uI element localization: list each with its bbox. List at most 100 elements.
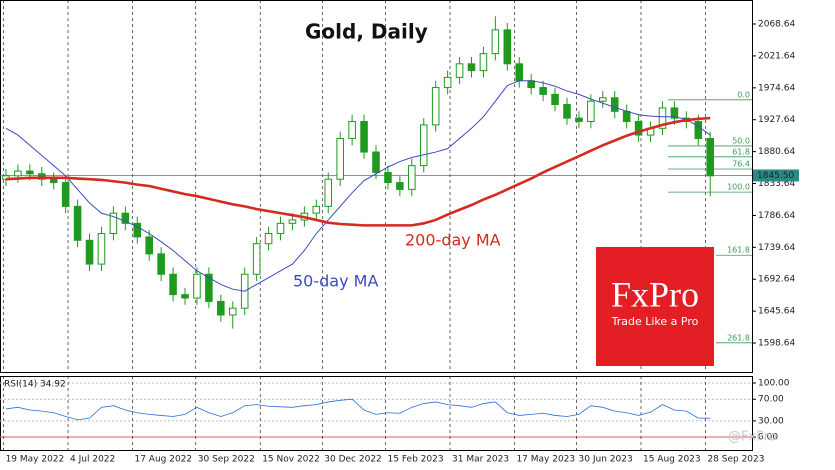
candle-body: [264, 233, 273, 245]
y-tick-label: 1786.64: [758, 211, 795, 221]
candle-body: [26, 170, 34, 175]
candle-body: [551, 93, 559, 106]
fib-label: 261.8: [727, 333, 750, 342]
candle-body: [658, 107, 667, 129]
y-tick-label: 1833.64: [758, 179, 795, 189]
candle-body: [85, 239, 94, 265]
candle-body: [491, 29, 500, 55]
candle-body: [372, 151, 380, 173]
y-tick-label: 2068.64: [758, 20, 795, 30]
candle-body: [694, 121, 703, 139]
candle-body: [37, 173, 46, 180]
ma-label: 200-day MA: [405, 231, 501, 250]
moving-average: [5, 116, 711, 227]
x-tick-label: 15 Nov 2022: [262, 455, 320, 465]
candle-body: [276, 222, 285, 235]
last-price-label: 1845.50: [757, 171, 794, 181]
x-tick-label: 30 Dec 2022: [324, 455, 382, 465]
candle-body: [706, 137, 715, 177]
y-tick-label: 2021.64: [758, 51, 795, 61]
candle-body: [575, 117, 583, 123]
candle-body: [133, 222, 142, 238]
rsi-line: [5, 398, 711, 421]
candle-body: [384, 171, 392, 184]
fib-label: 0.0: [737, 90, 750, 99]
candle-body: [479, 53, 488, 72]
y-tick-label: 1974.64: [758, 83, 795, 93]
candle-body: [360, 121, 368, 153]
x-tick-label: 30 Sep 2022: [198, 455, 255, 465]
x-tick-label: 19 May 2022: [6, 455, 65, 465]
y-tick-label: 1692.64: [758, 275, 795, 285]
candle-body: [622, 110, 631, 123]
fib-label: 161.8: [727, 246, 750, 255]
y-tick-label: 1927.64: [758, 115, 795, 125]
candle-body: [670, 107, 679, 119]
candle-body: [49, 178, 58, 184]
x-tick-label: 4 Jul 2022: [70, 455, 115, 465]
logo-box: [596, 247, 714, 366]
moving-average: [5, 80, 711, 292]
y-tick-label: 1880.64: [758, 147, 795, 157]
x-tick-label: 15 Feb 2023: [388, 455, 444, 465]
chart-title: Gold, Daily: [305, 20, 428, 44]
ma-label: 50-day MA: [293, 272, 378, 291]
candle-body: [527, 80, 535, 89]
candle-body: [97, 233, 106, 265]
fib-label: 50.0: [732, 136, 750, 145]
y-tick-label: 1598.64: [758, 339, 795, 349]
x-tick-label: 31 Mar 2023: [452, 455, 509, 465]
x-tick-label: 28 Sep 2023: [707, 455, 764, 465]
fib-label: 76.4: [732, 160, 750, 169]
candle-body: [634, 121, 643, 136]
fib-label: 100.0: [727, 183, 750, 192]
candle-body: [396, 182, 404, 190]
candle-body: [109, 212, 118, 235]
x-tick-label: 17 Aug 2022: [134, 455, 192, 465]
candle-body: [455, 63, 464, 78]
candle-body: [145, 236, 153, 255]
x-tick-label: 30 Jun 2023: [579, 455, 633, 465]
price-frame: [0, 0, 753, 373]
y-tick-label: 0.00: [758, 433, 778, 443]
y-tick-label: 1739.64: [758, 243, 795, 253]
candle-body: [348, 121, 356, 139]
watermark: @FxPro: [728, 430, 777, 445]
candle-body: [312, 205, 321, 214]
candle-body: [169, 273, 177, 296]
candle-body: [336, 137, 344, 180]
candle-body: [515, 63, 524, 82]
candle-body: [73, 205, 82, 241]
x-tick-label: 15 Aug 2023: [643, 455, 701, 465]
candle-body: [599, 97, 607, 102]
candle-body: [193, 273, 201, 299]
candle-body: [563, 104, 571, 119]
candle-body: [14, 170, 22, 177]
candle-body: [443, 76, 452, 89]
y-tick-label: 100.00: [758, 379, 790, 389]
y-tick-label: 30.00: [758, 416, 784, 426]
candle-body: [408, 165, 416, 190]
candle-body: [431, 87, 440, 126]
x-tick-label: 17 May 2023: [516, 455, 575, 465]
candle-body: [467, 63, 476, 72]
candle-body: [181, 294, 189, 299]
candle-body: [288, 219, 297, 224]
logo-tagline: Trade Like a Pro: [611, 315, 699, 328]
candle-body: [610, 97, 619, 112]
candle-body: [503, 29, 512, 65]
y-tick-label: 70.00: [758, 395, 784, 405]
candle-body: [252, 243, 261, 275]
fib-label: 61.8: [732, 147, 750, 156]
candle-body: [205, 273, 213, 302]
logo-name: FxPro: [611, 274, 699, 314]
candle-body: [587, 100, 595, 123]
rsi-title: RSI(14) 34.92: [4, 380, 66, 390]
rsi-frame: [0, 376, 753, 451]
candle-body: [539, 87, 547, 95]
candle-body: [61, 182, 70, 207]
candle-body: [121, 212, 130, 224]
candle-body: [228, 307, 237, 316]
y-tick-label: 1645.64: [758, 307, 795, 317]
